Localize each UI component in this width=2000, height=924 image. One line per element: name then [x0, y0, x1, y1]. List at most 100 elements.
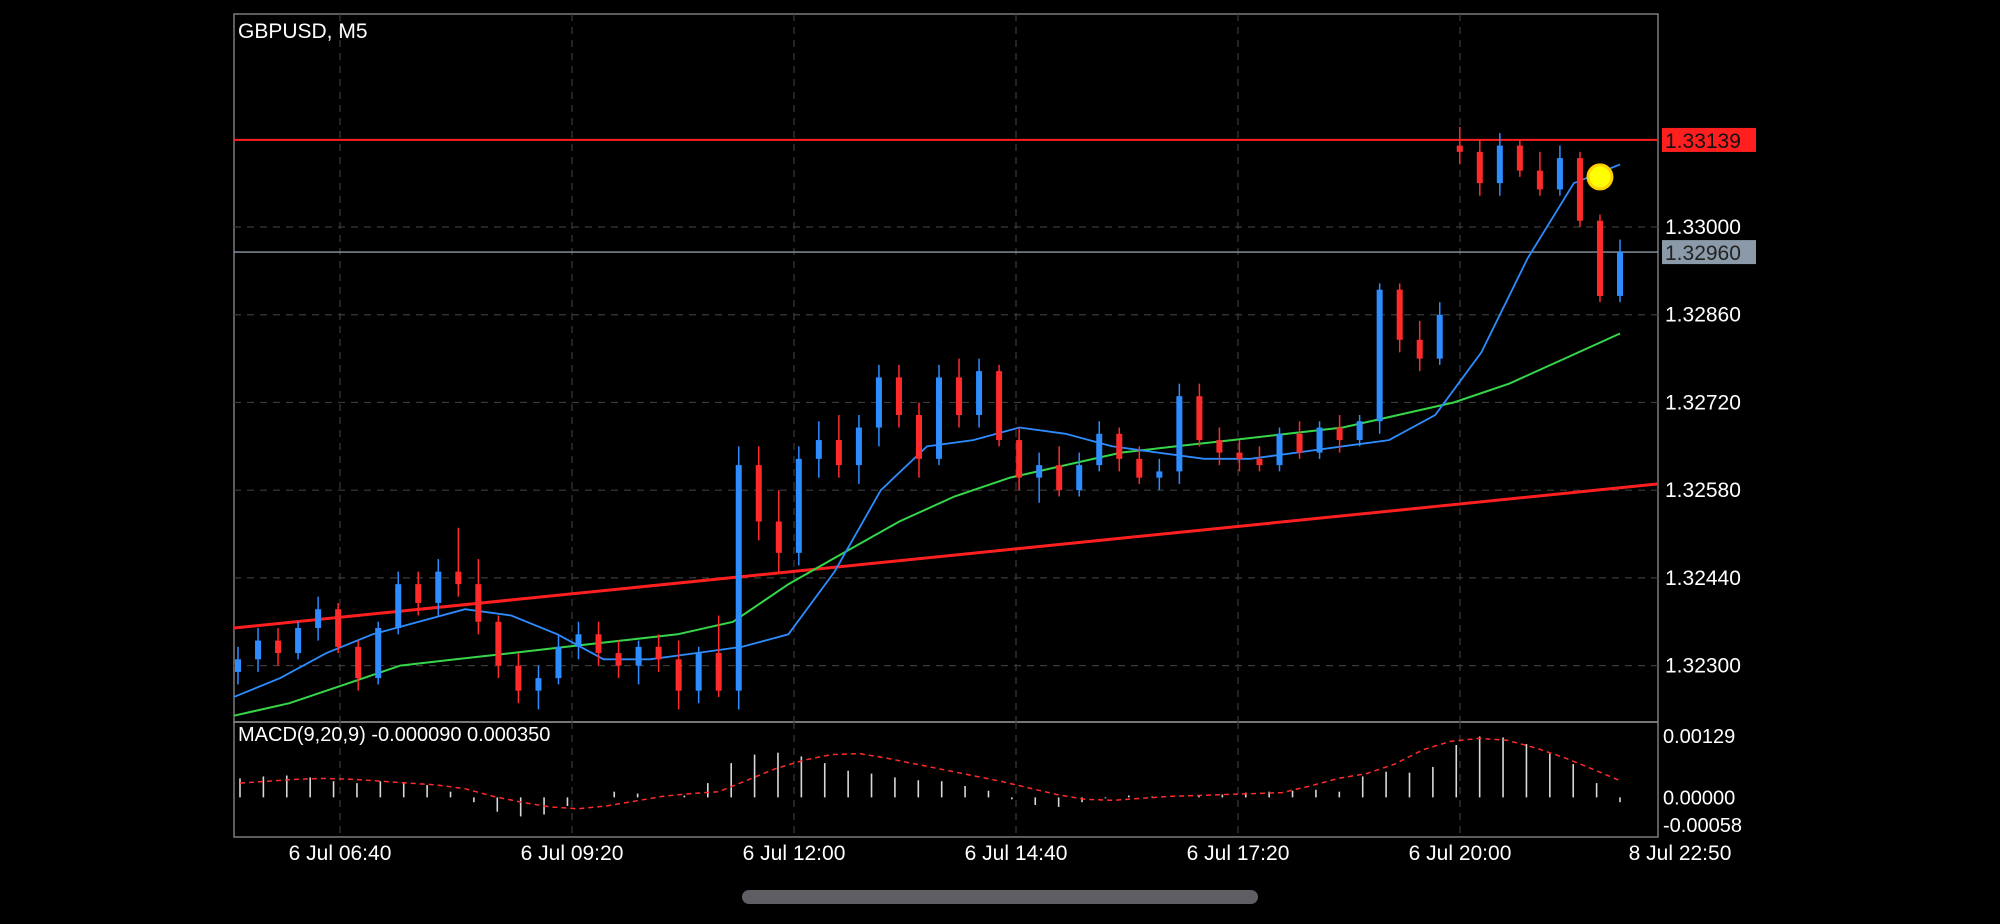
time-tick-label: 6 Jul 06:40 [289, 842, 392, 865]
ma-slow-line [233, 332, 1621, 717]
candle-body [375, 628, 382, 679]
trend-line[interactable] [233, 482, 1659, 630]
price-marker[interactable] [1586, 163, 1614, 191]
marker-dot [1586, 163, 1614, 191]
candle-body [635, 646, 642, 666]
time-tick-label: 6 Jul 17:20 [1187, 842, 1290, 865]
macd-tick-label: 0.00000 [1663, 787, 1735, 809]
moving-averages [233, 163, 1621, 717]
candle-body [1116, 433, 1123, 459]
candle-body [1016, 440, 1023, 478]
candle-body [815, 440, 822, 459]
candle-body [936, 377, 943, 459]
price-lines[interactable]: 1.33139 1.32960 [234, 127, 1756, 265]
candle-body [1356, 421, 1363, 441]
candle-body [495, 621, 502, 666]
candle-body [295, 628, 302, 654]
candle-body [755, 465, 762, 522]
candle-body [835, 440, 842, 466]
price-line-tag [1662, 127, 1756, 152]
candle-body [695, 653, 702, 691]
price-tick-label: 1.32720 [1665, 391, 1741, 414]
price-axis: 0.00129 0.00000 -0.00058 1.33000 1.32860 1.32… [1663, 216, 1742, 837]
candle-body [1196, 396, 1203, 441]
candle-body [615, 653, 622, 666]
candle-body [1176, 396, 1183, 472]
price-tick-label: 1.32580 [1665, 479, 1741, 502]
candle-body [1136, 458, 1143, 478]
candle-body [1216, 440, 1223, 453]
candle-body [555, 646, 562, 679]
candle-body [1436, 314, 1443, 359]
price-line-label: 1.32960 [1665, 242, 1741, 265]
candle-body [775, 521, 782, 553]
candle-body [1076, 465, 1083, 491]
home-indicator[interactable] [742, 890, 1258, 904]
price-tick-label: 1.33000 [1665, 216, 1741, 239]
chart-frame [233, 13, 1659, 723]
ma-fast-line [233, 163, 1621, 698]
candle-body [895, 377, 902, 415]
candle-body [956, 377, 963, 415]
candle-body [1236, 452, 1243, 459]
trend-line-segment [233, 482, 1659, 630]
chart-title: GBPUSD, M5 [238, 20, 368, 43]
time-tick-label: 6 Jul 20:00 [1409, 842, 1512, 865]
candle-body [1516, 145, 1523, 171]
time-axis: 6 Jul 06:40 6 Jul 09:20 6 Jul 12:00 6 Jul 1… [289, 842, 1732, 865]
candle-body [1396, 289, 1403, 340]
price-tick-label: 1.32860 [1665, 304, 1741, 327]
price-tick-label: 1.32300 [1665, 655, 1741, 678]
candle-body [575, 634, 582, 647]
candle-body [515, 665, 522, 691]
candle-body [715, 653, 722, 691]
candle-body [435, 571, 442, 603]
candle-body [275, 640, 282, 654]
candle-body [1536, 170, 1543, 190]
price-line-tag [1662, 240, 1756, 265]
candle-body [1336, 427, 1343, 441]
grid [234, 14, 1658, 837]
candle-body [395, 584, 402, 629]
candle-body [595, 634, 602, 654]
candle-body [1296, 433, 1303, 453]
candle-body [1096, 433, 1103, 466]
candle-body [1596, 220, 1603, 296]
candle-body [355, 646, 362, 679]
candle-body [875, 377, 882, 428]
candle-body [655, 646, 662, 660]
candle-body [255, 640, 262, 660]
candle-body [675, 659, 682, 691]
macd-tick-label: 0.00129 [1663, 726, 1735, 748]
candle-body [415, 584, 422, 603]
macd-label: MACD(9,20,9) -0.000090 0.000350 [238, 724, 550, 746]
candle-body [235, 659, 241, 672]
macd-tick-label: -0.00058 [1663, 815, 1742, 837]
time-tick-label: 8 Jul 22:50 [1629, 842, 1732, 865]
candle-body [1256, 458, 1263, 466]
candle-body [1556, 158, 1563, 190]
macd-signal-line [239, 737, 1621, 810]
time-tick-label: 6 Jul 12:00 [743, 842, 846, 865]
macd-frame [233, 721, 1659, 838]
candle-body [1376, 289, 1383, 422]
candle-body [795, 458, 802, 553]
candle-body [535, 678, 542, 691]
candle-body [1036, 465, 1043, 478]
candle-body [1476, 151, 1483, 184]
candle-body [735, 465, 742, 691]
time-tick-label: 6 Jul 09:20 [521, 842, 624, 865]
price-line-label: 1.33139 [1665, 130, 1741, 153]
candle-body [996, 371, 1003, 441]
candle-body [1576, 158, 1583, 221]
candle-body [1156, 471, 1163, 478]
candles [235, 126, 1623, 710]
candle-body [475, 584, 482, 622]
candle-body [1276, 433, 1283, 466]
candle-body [1456, 145, 1463, 152]
candle-body [455, 571, 462, 585]
macd-indicator [239, 736, 1621, 817]
candle-body [1416, 339, 1423, 359]
candle-body [1056, 465, 1063, 491]
